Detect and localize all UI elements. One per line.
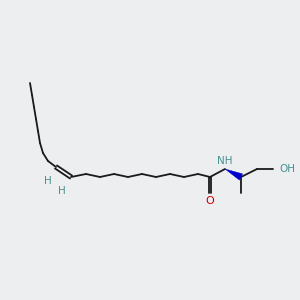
- Text: O: O: [206, 196, 214, 206]
- Text: H: H: [44, 176, 52, 186]
- Text: NH: NH: [217, 156, 233, 166]
- Text: OH: OH: [279, 164, 295, 174]
- Polygon shape: [225, 169, 243, 180]
- Text: H: H: [58, 186, 66, 196]
